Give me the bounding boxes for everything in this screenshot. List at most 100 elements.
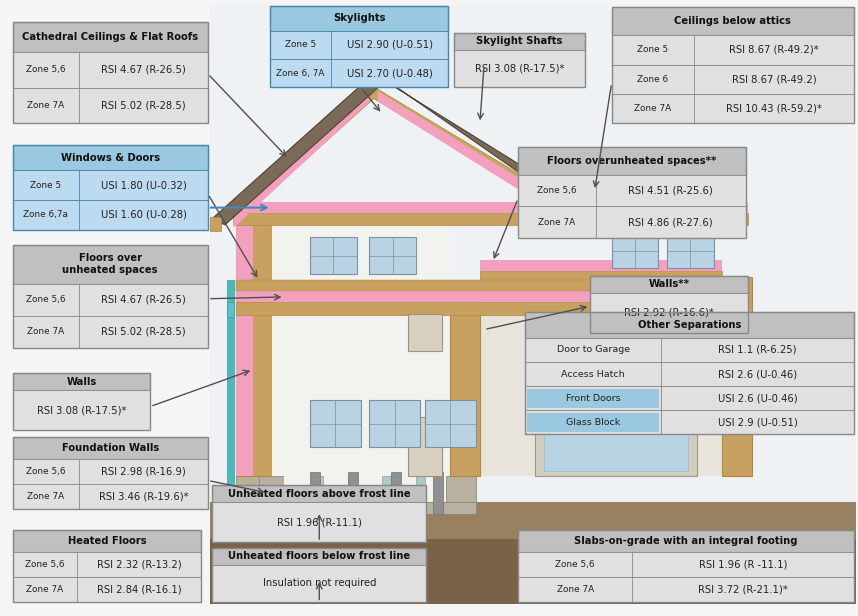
Text: USI 2.6 (U-0.46): USI 2.6 (U-0.46) [718,393,797,403]
Text: USI 2.70 (U-0.48): USI 2.70 (U-0.48) [347,68,432,78]
Polygon shape [314,476,323,514]
Polygon shape [378,91,595,237]
Polygon shape [259,476,285,514]
FancyBboxPatch shape [13,373,150,391]
Text: Zone 5,6: Zone 5,6 [555,560,595,569]
Polygon shape [236,291,603,302]
FancyBboxPatch shape [525,312,854,338]
FancyBboxPatch shape [13,316,208,348]
Text: Other Separations: Other Separations [637,320,741,330]
Polygon shape [535,382,697,476]
FancyBboxPatch shape [13,145,208,170]
Polygon shape [272,216,285,476]
Polygon shape [236,302,603,315]
FancyBboxPatch shape [348,472,359,514]
FancyBboxPatch shape [13,458,208,484]
FancyBboxPatch shape [270,31,449,59]
Text: Zone 7A: Zone 7A [26,585,63,594]
FancyBboxPatch shape [612,94,854,123]
Text: RSI 2.92 (R-16.6)*: RSI 2.92 (R-16.6)* [624,308,714,318]
FancyBboxPatch shape [518,206,746,238]
Text: USI 1.60 (U-0.28): USI 1.60 (U-0.28) [100,210,186,220]
FancyBboxPatch shape [13,530,201,551]
Text: Zone 7A: Zone 7A [634,104,671,113]
FancyBboxPatch shape [408,417,442,476]
Polygon shape [480,260,722,271]
Text: Zone 7A: Zone 7A [27,101,64,110]
FancyBboxPatch shape [518,174,746,206]
FancyBboxPatch shape [209,5,856,604]
FancyBboxPatch shape [212,548,426,564]
Text: Foundation Walls: Foundation Walls [62,443,159,453]
Polygon shape [236,476,259,514]
FancyBboxPatch shape [13,391,150,430]
FancyBboxPatch shape [212,485,426,503]
Text: Insulation not required: Insulation not required [263,578,376,588]
FancyBboxPatch shape [425,400,475,447]
Polygon shape [416,476,425,514]
FancyBboxPatch shape [310,472,320,514]
FancyBboxPatch shape [13,200,208,230]
Text: RSI 3.08 (R-17.5)*: RSI 3.08 (R-17.5)* [37,405,126,415]
Text: Windows & Doors: Windows & Doors [61,153,160,163]
FancyBboxPatch shape [518,147,746,174]
Text: Front Doors: Front Doors [565,394,620,403]
Text: RSI 3.46 (R-19.6)*: RSI 3.46 (R-19.6)* [99,492,188,501]
FancyBboxPatch shape [227,302,234,317]
FancyBboxPatch shape [528,389,659,408]
Polygon shape [236,213,747,225]
Text: Zone 5,6: Zone 5,6 [537,186,577,195]
FancyBboxPatch shape [612,7,854,35]
Text: Ceilings below attics: Ceilings below attics [674,16,791,26]
FancyBboxPatch shape [212,503,426,542]
Text: Zone 5: Zone 5 [637,46,668,54]
Text: Access Hatch: Access Hatch [561,370,625,379]
Text: RSI 1.1 (R-6.25): RSI 1.1 (R-6.25) [718,345,797,355]
Text: RSI 4.51 (R-25.6): RSI 4.51 (R-25.6) [628,185,713,195]
FancyBboxPatch shape [13,551,201,577]
Text: RSI 3.72 (R-21.1)*: RSI 3.72 (R-21.1)* [698,585,788,594]
Text: Heated Floors: Heated Floors [68,536,146,546]
Text: RSI 3.08 (R-17.5)*: RSI 3.08 (R-17.5)* [474,63,564,73]
Polygon shape [285,216,450,476]
Text: Zone 5,6: Zone 5,6 [26,65,65,75]
Text: Walls: Walls [66,377,96,387]
FancyBboxPatch shape [408,314,442,351]
Text: Unheated floors below frost line: Unheated floors below frost line [228,551,410,561]
Text: Unheated floors above frost line: Unheated floors above frost line [228,489,411,499]
FancyBboxPatch shape [270,6,449,31]
Polygon shape [382,476,390,514]
Text: Zone 5,6: Zone 5,6 [26,467,65,476]
Polygon shape [446,476,475,514]
Text: RSI 8.67 (R-49.2)*: RSI 8.67 (R-49.2)* [729,45,819,55]
Text: Zone 5,6: Zone 5,6 [25,560,64,569]
FancyBboxPatch shape [212,564,426,602]
FancyBboxPatch shape [454,49,585,87]
Text: RSI 2.98 (R-16.9): RSI 2.98 (R-16.9) [101,466,186,476]
Polygon shape [236,280,603,291]
FancyBboxPatch shape [370,237,416,274]
FancyBboxPatch shape [525,362,854,386]
Text: Zone 6, 7A: Zone 6, 7A [276,69,324,78]
Text: Zone 7A: Zone 7A [27,328,64,336]
Polygon shape [236,202,747,213]
Text: RSI 5.02 (R-28.5): RSI 5.02 (R-28.5) [101,327,186,337]
FancyBboxPatch shape [209,539,856,604]
Text: Zone 5: Zone 5 [30,180,61,190]
FancyBboxPatch shape [370,400,420,447]
Text: RSI 2.6 (U-0.46): RSI 2.6 (U-0.46) [718,369,797,379]
Polygon shape [285,476,446,502]
Polygon shape [259,502,475,514]
Text: Zone 6,7a: Zone 6,7a [23,211,68,219]
Text: RSI 10.43 (R-59.2)*: RSI 10.43 (R-59.2)* [726,103,822,113]
Text: Floors overunheated spaces**: Floors overunheated spaces** [547,156,716,166]
Polygon shape [373,74,612,231]
Text: Glass Block: Glass Block [566,418,620,427]
Text: USI 1.80 (U-0.32): USI 1.80 (U-0.32) [100,180,186,190]
Text: Zone 5,6: Zone 5,6 [26,296,65,304]
Text: Door to Garage: Door to Garage [557,346,630,354]
FancyBboxPatch shape [13,577,201,602]
Text: Zone 6: Zone 6 [637,75,668,84]
Text: USI 2.9 (U-0.51): USI 2.9 (U-0.51) [717,417,797,428]
Text: Zone 7A: Zone 7A [557,585,594,594]
